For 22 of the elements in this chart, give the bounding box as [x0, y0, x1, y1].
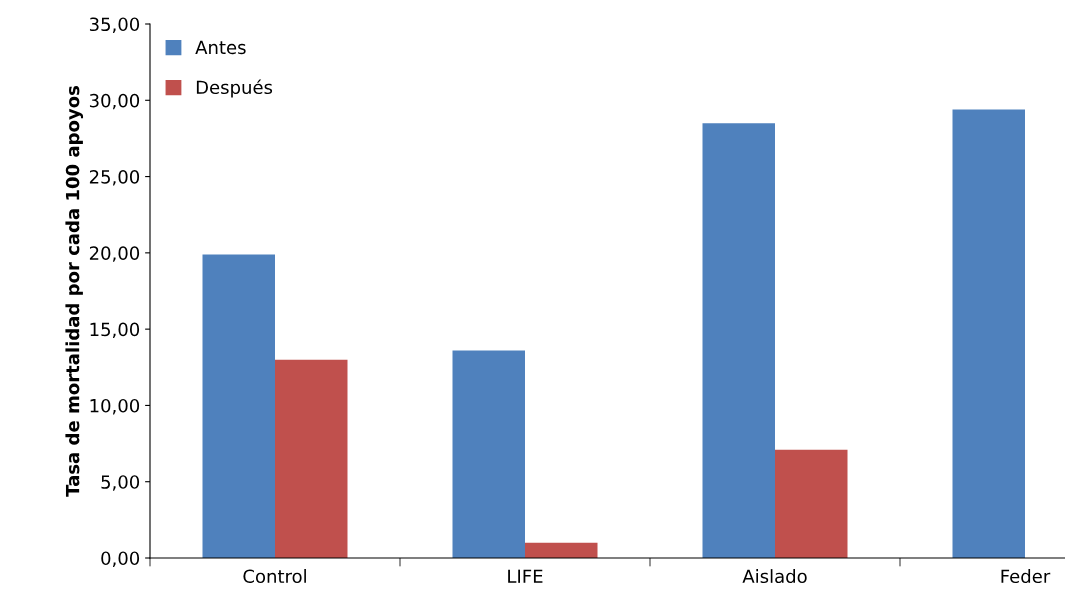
x-tick-label: Feder	[1001, 569, 1051, 584]
legend-label: Antes	[195, 40, 246, 55]
bar	[202, 254, 275, 558]
x-tick-label: LIFE	[508, 569, 543, 583]
bar	[452, 350, 525, 558]
y-axis-title: Tasa de mortalidad por cada 100 apoyos	[65, 86, 84, 497]
x-tick-label: Control	[243, 569, 306, 584]
bar	[702, 123, 775, 558]
y-tick-label: 25,00	[89, 170, 140, 186]
y-tick-label: 10,00	[90, 398, 140, 415]
y-tick-label: 0,00	[101, 551, 140, 567]
y-tick-label: 20,00	[89, 246, 140, 262]
y-tick-label: 35,00	[89, 17, 140, 33]
bar	[775, 449, 848, 558]
y-tick-label: 30,00	[89, 93, 140, 110]
y-tick-label: 5,00	[101, 475, 140, 491]
bar	[525, 542, 598, 558]
bar	[952, 109, 1025, 558]
legend-label: Después	[196, 79, 273, 98]
bar	[275, 359, 348, 558]
x-tick-label: Aislado	[742, 569, 807, 584]
y-tick-label: 15,00	[90, 322, 140, 339]
